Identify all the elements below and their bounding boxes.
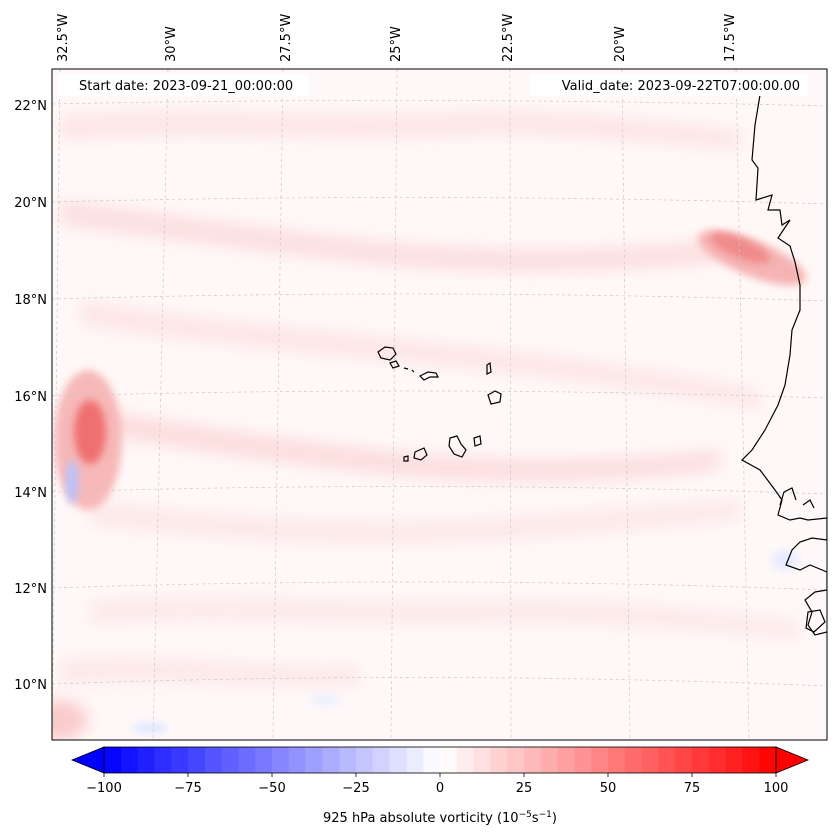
colorbar-cell xyxy=(524,747,542,773)
lat-label: 10°N xyxy=(14,678,47,693)
colorbar-cells xyxy=(104,747,777,773)
colorbar-cell xyxy=(507,747,525,773)
colorbar-tick-label: 75 xyxy=(684,781,701,796)
colorbar-cell xyxy=(171,747,189,773)
colorbar-cell xyxy=(104,747,122,773)
colorbar-cell xyxy=(372,747,391,773)
island-sao-vicente xyxy=(389,360,400,369)
island-santa-luzia xyxy=(403,367,415,373)
colorbar-cell xyxy=(490,747,508,773)
gridlines xyxy=(52,69,827,740)
lon-label: 20°W xyxy=(613,26,628,62)
lat-label: 12°N xyxy=(14,582,47,597)
lon-label: 17.5°W xyxy=(723,14,738,62)
colorbar-cell xyxy=(725,747,743,773)
lon-label: 27.5°W xyxy=(279,14,294,62)
colorbar-cell xyxy=(742,747,760,773)
colorbar-min-extension xyxy=(70,746,105,774)
colorbar-tick-label: −25 xyxy=(342,781,369,796)
colorbar-cell xyxy=(356,747,374,773)
map-panel xyxy=(51,68,828,741)
island-boa-vista xyxy=(487,390,502,405)
colorbar-tick-label: −50 xyxy=(258,781,285,796)
lon-label: 32.5°W xyxy=(56,14,71,62)
map-background xyxy=(52,69,827,740)
colorbar-cell xyxy=(238,747,256,773)
colorbar-cell xyxy=(440,747,458,773)
colorbar-cell xyxy=(204,747,223,773)
colorbar-cell xyxy=(456,747,475,773)
colorbar-cell xyxy=(624,747,643,773)
start-date-box xyxy=(58,74,308,96)
colorbar-cell xyxy=(154,747,172,773)
colorbar-cell xyxy=(221,747,239,773)
colorbar-cell xyxy=(322,747,340,773)
colorbar-cell xyxy=(120,747,139,773)
colorbar-cell xyxy=(759,747,777,773)
colorbar-cell xyxy=(137,747,155,773)
colorbar-cell xyxy=(591,747,609,773)
colorbar-cell xyxy=(305,747,323,773)
island-fogo xyxy=(413,447,428,461)
colorbar-cell xyxy=(557,747,575,773)
colorbar-label: 925 hPa absolute vorticity (10−5s−1) xyxy=(323,810,557,826)
colorbar-cell xyxy=(406,747,424,773)
colorbar-max-extension xyxy=(775,746,810,774)
colorbar-cell xyxy=(423,747,441,773)
coastlines xyxy=(377,94,827,636)
colorbar-cell xyxy=(255,747,273,773)
map-frame xyxy=(51,68,828,741)
lat-label: 20°N xyxy=(14,196,47,211)
valid-date-label: Valid_date: 2023-09-22T07:00:00.00 xyxy=(562,79,800,94)
colorbar-cell xyxy=(658,747,676,773)
lat-label: 16°N xyxy=(14,390,47,405)
colorbar-cell xyxy=(540,747,559,773)
island-brava xyxy=(403,455,409,462)
colorbar-cell xyxy=(692,747,710,773)
colorbar-cell xyxy=(641,747,659,773)
valid-date-box xyxy=(530,74,808,96)
lon-label: 30°W xyxy=(164,26,179,62)
island-maio xyxy=(473,435,482,447)
colorbar-tick-label: 100 xyxy=(764,781,789,796)
colorbar-cell xyxy=(288,747,307,773)
latitude-labels: 22°N 20°N 18°N 16°N 14°N 12°N 10°N xyxy=(14,99,47,693)
africa-coastline xyxy=(741,94,827,636)
longitude-labels: 32.5°W 30°W 27.5°W 25°W 22.5°W 20°W 17.5… xyxy=(56,14,738,62)
colorbar-cell xyxy=(188,747,206,773)
colorbar-cell xyxy=(473,747,491,773)
colorbar-cell xyxy=(708,747,727,773)
island-santo-antao xyxy=(377,346,397,361)
lat-label: 18°N xyxy=(14,293,47,308)
lat-label: 22°N xyxy=(14,99,47,114)
colorbar-tick-label: 50 xyxy=(600,781,617,796)
colorbar-ticks: −100 −75 −50 −25 0 25 50 75 100 xyxy=(86,773,788,796)
colorbar-tick-label: 25 xyxy=(516,781,533,796)
start-date-label: Start date: 2023-09-21_00:00:00 xyxy=(79,79,293,94)
colorbar-cell xyxy=(608,747,626,773)
vorticity-field xyxy=(52,111,807,740)
island-sal xyxy=(486,361,492,375)
colorbar-cell xyxy=(675,747,693,773)
colorbar-cell xyxy=(574,747,592,773)
colorbar: −100 −75 −50 −25 0 25 50 75 100 925 hPa absolute… xyxy=(70,746,810,826)
lon-label: 22.5°W xyxy=(501,14,516,62)
colorbar-tick-label: −100 xyxy=(86,781,122,796)
colorbar-cell xyxy=(339,747,357,773)
island-sao-nicolau xyxy=(418,371,439,381)
lat-label: 14°N xyxy=(14,486,47,501)
lon-label: 25°W xyxy=(389,26,404,62)
colorbar-tick-label: −75 xyxy=(174,781,201,796)
colorbar-tick-label: 0 xyxy=(436,781,444,796)
island-santiago xyxy=(448,435,467,458)
colorbar-cell xyxy=(272,747,290,773)
colorbar-cell xyxy=(389,747,407,773)
